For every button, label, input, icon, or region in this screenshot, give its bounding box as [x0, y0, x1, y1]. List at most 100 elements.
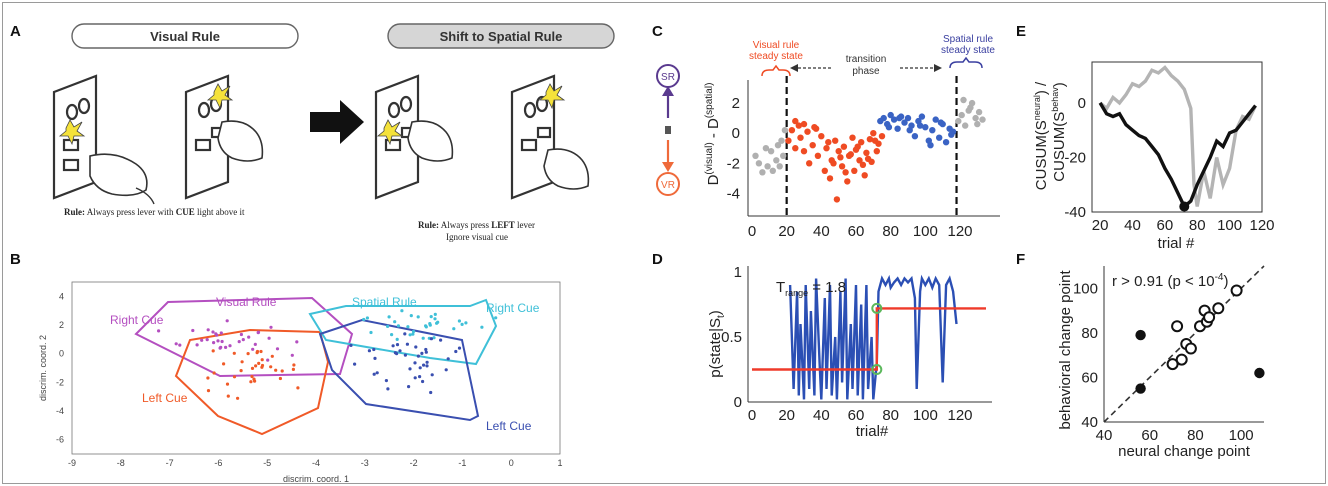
data-point — [291, 367, 295, 371]
data-point — [373, 356, 377, 360]
region-spatial-right — [308, 298, 498, 366]
data-point — [406, 325, 410, 329]
y-tick-label: 0 — [59, 349, 64, 359]
y-axis-label: p(state|St) — [707, 310, 727, 378]
x-tick-label: 0 — [509, 458, 514, 468]
y-tick-label: -2 — [727, 155, 740, 172]
data-point — [847, 151, 854, 158]
data-point — [795, 122, 802, 129]
data-point — [439, 338, 443, 342]
state-probability-line — [788, 274, 958, 400]
data-point — [270, 354, 274, 358]
data-point — [429, 390, 433, 395]
data-point — [290, 353, 294, 357]
x-tick-label: 20 — [1092, 217, 1109, 234]
data-point — [369, 330, 373, 335]
data-point — [386, 324, 390, 328]
data-point-open — [1203, 311, 1216, 324]
state-marker — [665, 126, 671, 134]
panel-e-label: E — [1016, 23, 1026, 40]
data-point — [967, 104, 974, 111]
data-point — [403, 332, 407, 336]
data-point — [430, 373, 434, 377]
data-point — [962, 122, 969, 129]
region-visual-right — [134, 296, 354, 378]
data-point — [764, 163, 771, 170]
data-point — [446, 357, 450, 361]
data-point — [854, 143, 861, 150]
data-point — [225, 382, 230, 386]
data-point — [421, 379, 425, 384]
y-axis-label: D(visual) - D(spatial) — [704, 83, 722, 186]
data-point — [269, 365, 273, 369]
change-marker — [871, 302, 883, 314]
data-point — [806, 160, 813, 167]
data-point — [871, 137, 879, 144]
x-tick-label: 80 — [882, 407, 899, 424]
scatter-points — [1135, 284, 1265, 394]
data-point — [216, 339, 220, 343]
region-visual-left — [174, 328, 330, 436]
data-point — [275, 347, 280, 351]
data-point — [365, 316, 369, 320]
data-point — [425, 364, 429, 368]
x-tick-label: 60 — [848, 223, 865, 240]
x-tick-label: -5 — [263, 458, 271, 468]
data-point — [916, 122, 924, 129]
region-label-left-cue-spatial: Left Cue — [486, 419, 532, 433]
y-tick-label: 0.5 — [721, 329, 742, 346]
data-point — [218, 346, 222, 350]
data-point — [460, 322, 464, 326]
data-point — [792, 117, 799, 125]
data-point — [250, 366, 255, 370]
x-tick-label: 80 — [1189, 217, 1206, 234]
x-tick-labels: 0 20 40 60 80 100 120 — [748, 407, 973, 424]
panel-c: C SR VR D(visual) - D(spatial) 0 20 40 60 80… — [652, 23, 1000, 240]
data-point — [195, 343, 199, 347]
data-point — [480, 325, 484, 329]
data-point — [400, 309, 404, 313]
cue-light-icon — [376, 119, 404, 146]
y-tick-labels: 0 -20 -40 — [1064, 95, 1086, 221]
data-point — [918, 113, 926, 120]
x-tick-label: 40 — [813, 223, 830, 240]
data-point — [239, 332, 243, 337]
data-point — [247, 335, 251, 339]
data-point — [494, 316, 498, 320]
y-tick-label: 2 — [732, 95, 740, 112]
vr-state-icon — [656, 172, 680, 196]
data-point — [274, 368, 278, 372]
chamber-illustration-2 — [184, 74, 264, 200]
x-tick-label: 40 — [813, 407, 830, 424]
data-point — [421, 336, 425, 340]
x-tick-label: 120 — [1249, 217, 1274, 234]
data-point — [752, 152, 759, 159]
data-point — [894, 125, 901, 132]
x-tick-label: -6 — [214, 458, 222, 468]
spatial-steady-brace — [949, 56, 983, 69]
data-point — [833, 196, 841, 203]
data-point — [390, 333, 394, 337]
y-tick-label: 60 — [1081, 369, 1098, 386]
y-axis-label-black: CUSUM(Sneural) / — [1032, 81, 1050, 190]
data-point — [256, 331, 260, 335]
data-point — [424, 324, 428, 328]
data-point — [206, 376, 210, 380]
data-point — [823, 145, 830, 152]
x-tick-label: -4 — [312, 458, 320, 468]
panel-e: E CUSUM(Sneural) / CUSUM(Sbehav) 20 40 60 8… — [1016, 23, 1275, 252]
x-tick-label: 40 — [1096, 427, 1113, 444]
data-point — [866, 136, 874, 143]
data-point — [191, 328, 195, 333]
data-point — [767, 148, 775, 155]
data-point — [878, 133, 886, 140]
data-point — [407, 385, 411, 389]
data-point — [975, 108, 983, 116]
data-point — [375, 371, 379, 375]
t-range-label: Trange = 1.8 — [776, 279, 846, 298]
data-point — [254, 364, 258, 368]
y-tick-labels: 2 0 -2 -4 — [727, 95, 740, 202]
visual-rule-title: Visual Rule — [150, 29, 220, 44]
data-point — [418, 366, 422, 370]
data-point — [769, 167, 776, 174]
